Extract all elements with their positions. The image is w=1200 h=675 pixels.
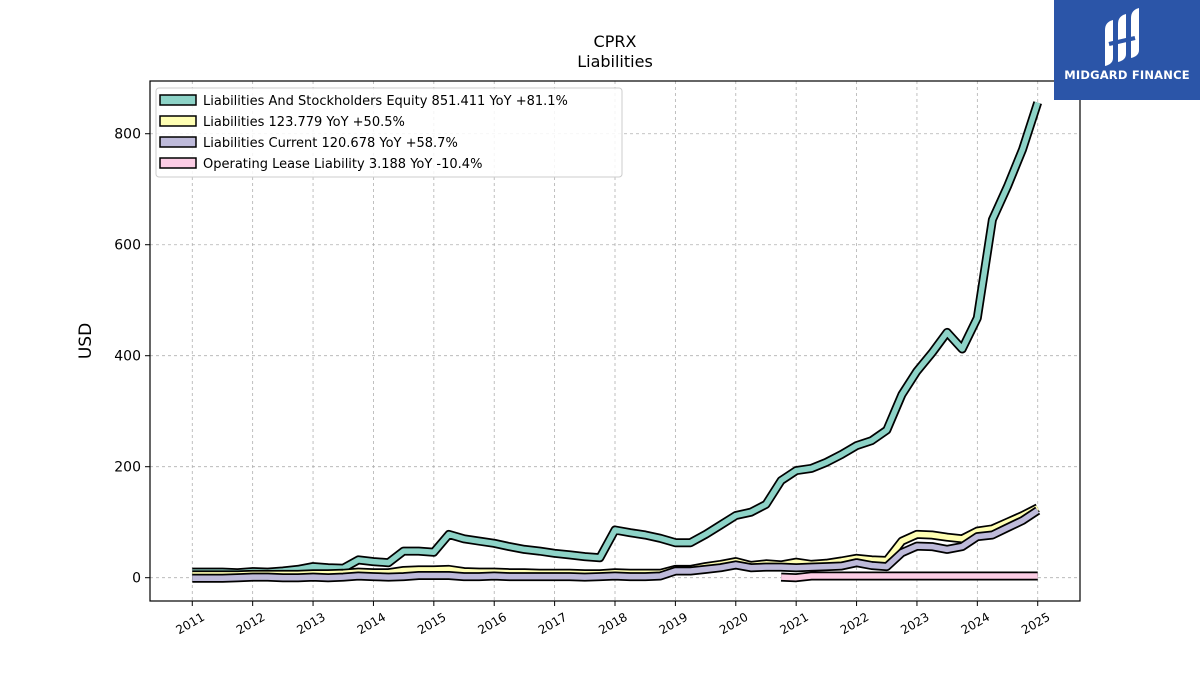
x-tick-label: 2025 (1019, 610, 1052, 637)
brand-logo: MIDGARD FINANCE (1054, 0, 1200, 100)
x-tick-label: 2013 (294, 610, 327, 637)
x-tick-label: 2017 (536, 610, 569, 637)
y-tick-label: 0 (132, 571, 141, 587)
y-axis-label: USD (76, 323, 96, 359)
series-1 (192, 101, 1042, 578)
x-tick-label: 2015 (415, 610, 448, 637)
x-tick-label: 2021 (777, 610, 810, 637)
x-tick-label: 2023 (898, 610, 931, 637)
legend: Liabilities And Stockholders Equity 851.… (155, 87, 623, 178)
x-tick-label: 2011 (174, 610, 207, 637)
legend-label: Liabilities Current 120.678 YoY +58.7% (203, 136, 458, 151)
chart-subtitle: Liabilities (577, 52, 653, 71)
x-tick-label: 2019 (657, 610, 690, 637)
legend-swatch (159, 115, 197, 127)
series-line (192, 508, 1040, 581)
y-tick-label: 200 (114, 460, 141, 476)
series-4 (780, 571, 1038, 583)
chart-title: CPRX (594, 32, 637, 51)
grid (150, 81, 1080, 601)
x-tick-label: 2020 (717, 610, 750, 637)
midgard-logo-icon (1105, 8, 1139, 66)
y-tick-label: 600 (114, 238, 141, 254)
legend-box (155, 87, 623, 178)
series-line (780, 573, 1038, 581)
legend-label: Liabilities 123.779 YoY +50.5% (203, 115, 405, 130)
legend-swatch (159, 157, 197, 169)
series-3 (192, 506, 1041, 583)
legend-label: Operating Lease Liability 3.188 YoY -10.… (203, 157, 482, 172)
series-layer (192, 101, 1042, 583)
legend-swatch (159, 136, 197, 148)
x-tick-label: 2022 (838, 610, 871, 637)
x-tick-label: 2018 (596, 610, 629, 637)
legend-label: Liabilities And Stockholders Equity 851.… (203, 94, 568, 109)
brand-name: MIDGARD FINANCE (1064, 68, 1190, 82)
x-tick-label: 2016 (475, 610, 508, 637)
x-tick-label: 2014 (355, 610, 388, 637)
series-line (192, 101, 1041, 576)
y-tick-label: 800 (114, 127, 141, 143)
x-tick-label: 2024 (959, 610, 992, 637)
y-tick-label: 400 (114, 349, 141, 365)
x-tick-label: 2012 (234, 610, 267, 637)
legend-swatch (159, 94, 197, 106)
